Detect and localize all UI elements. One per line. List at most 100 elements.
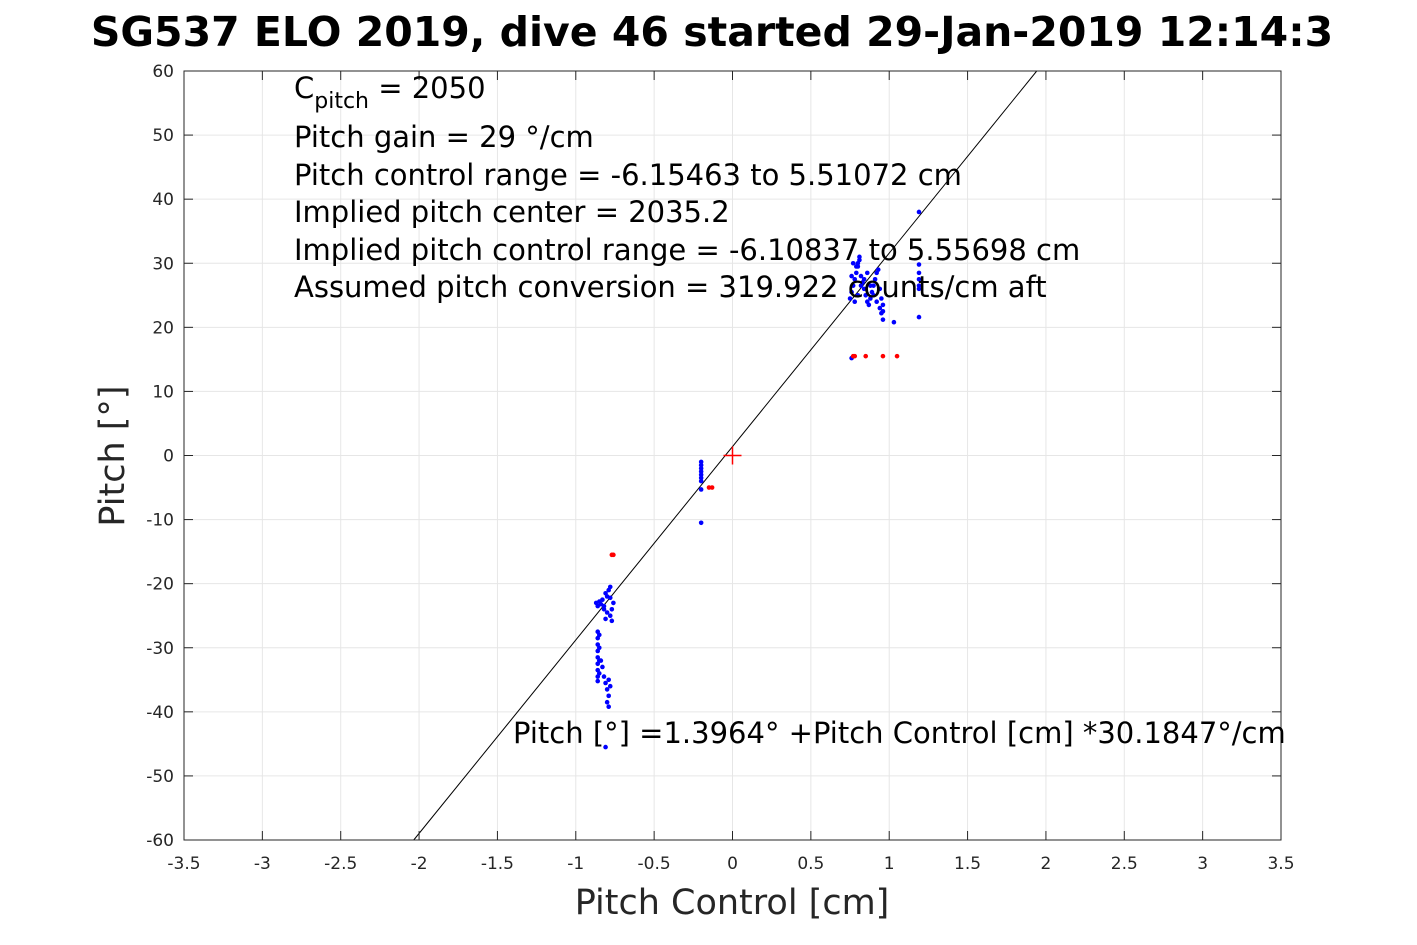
x-tick-label: -0.5	[638, 854, 671, 874]
y-tick-label: -40	[146, 703, 174, 723]
c-pitch-symbol: C	[294, 71, 314, 105]
y-tick-label: 50	[152, 126, 174, 146]
data-point	[596, 632, 602, 638]
data-point	[852, 299, 858, 305]
chart-title: SG537 ELO 2019, dive 46 started 29-Jan-2…	[91, 8, 1333, 56]
data-point	[916, 270, 922, 276]
data-point	[852, 353, 858, 359]
data-point	[880, 302, 886, 308]
data-point	[864, 270, 870, 276]
data-point	[698, 459, 704, 465]
x-tick-label: 2.5	[1111, 854, 1138, 874]
x-tick-label: 2	[1041, 854, 1052, 874]
data-point	[598, 658, 604, 663]
center-marker-group	[723, 446, 742, 465]
data-point	[600, 597, 605, 602]
x-tick-label: 3	[1197, 854, 1208, 874]
data-point	[698, 478, 704, 484]
implied-range-annotation: Implied pitch control range = -6.10837 t…	[294, 233, 1080, 267]
annotation-block: Cpitch = 2050 Pitch gain = 29 °/cm Pitch…	[294, 71, 1080, 304]
data-point	[847, 296, 853, 301]
data-point	[849, 289, 854, 295]
data-point	[916, 314, 922, 320]
data-point	[916, 209, 922, 215]
data-point	[863, 292, 869, 298]
data-point	[858, 273, 864, 279]
data-point	[607, 613, 613, 619]
data-point	[866, 302, 872, 308]
y-tick-labels: -60 -50 -40 -30 -20 -10 0 10 20 30 40 50 60	[146, 62, 174, 851]
data-point	[603, 680, 608, 686]
data-point	[611, 552, 616, 558]
data-point	[606, 704, 611, 710]
x-tick-label: 1	[884, 854, 895, 874]
assumed-conversion-annotation: Assumed pitch conversion = 319.922 count…	[294, 270, 1047, 304]
data-point	[609, 618, 615, 624]
data-point	[607, 683, 613, 689]
x-tick-label: -1.5	[481, 854, 514, 874]
x-tick-label: -1	[567, 854, 584, 874]
data-point	[698, 475, 704, 481]
data-point	[709, 485, 715, 490]
data-point	[868, 296, 873, 301]
data-point	[849, 273, 854, 279]
data-point	[891, 319, 897, 325]
pitch-gain-annotation: Pitch gain = 29 °/cm	[294, 120, 594, 154]
data-point	[857, 254, 862, 260]
data-point	[868, 283, 873, 288]
data-point	[874, 299, 879, 305]
data-point	[607, 584, 613, 590]
data-point	[916, 262, 922, 267]
y-tick-label: -20	[146, 575, 174, 595]
x-tick-label: 3.5	[1267, 854, 1294, 874]
data-point	[861, 276, 867, 282]
data-point	[611, 600, 616, 606]
data-point	[604, 687, 610, 692]
data-point	[850, 260, 856, 266]
red-series	[609, 353, 900, 558]
blue-series	[593, 209, 922, 750]
data-point	[855, 292, 861, 298]
data-point	[603, 744, 608, 750]
x-axis-label: Pitch Control [cm]	[575, 883, 890, 923]
x-tick-label: -3.5	[167, 854, 200, 874]
x-tick-label: 0	[727, 854, 738, 874]
c-pitch-value: = 2050	[369, 71, 486, 105]
axis-ticks	[183, 70, 1282, 841]
data-point	[698, 466, 704, 471]
y-tick-label: 30	[152, 254, 174, 274]
data-point	[596, 671, 602, 676]
x-tick-label: -2.5	[324, 854, 357, 874]
data-point	[854, 270, 859, 276]
data-point	[603, 616, 608, 622]
x-tick-label: -3	[254, 854, 271, 874]
data-point	[596, 645, 602, 651]
data-point	[595, 678, 601, 684]
data-point	[916, 286, 922, 292]
data-point	[601, 607, 607, 612]
y-tick-label: 60	[152, 62, 174, 82]
data-point	[698, 472, 704, 478]
pitch-control-range-annotation: Pitch control range = -6.15463 to 5.5107…	[294, 158, 962, 192]
implied-center-annotation: Implied pitch center = 2035.2	[294, 195, 730, 229]
c-pitch-annotation: Cpitch = 2050	[294, 71, 486, 114]
data-point	[601, 674, 607, 679]
data-point	[877, 286, 883, 292]
x-tick-labels: -3.5 -3 -2.5 -2 -1.5 -1 -0.5 0 0.5 1 1.5 2 2.5 3 3.5	[167, 854, 1294, 874]
y-axis-label: Pitch [°]	[93, 385, 133, 526]
data-point	[606, 693, 611, 699]
y-tick-label: 40	[152, 190, 174, 210]
data-point	[872, 276, 878, 282]
data-point	[877, 305, 883, 311]
data-point	[916, 283, 922, 288]
data-points	[593, 209, 922, 750]
data-point	[852, 276, 858, 282]
y-tick-label: -30	[146, 639, 174, 659]
fit-equation-annotation: Pitch [°] =1.3964° +Pitch Control [cm] *…	[513, 716, 1286, 750]
data-point	[698, 487, 704, 492]
data-point	[875, 267, 881, 272]
c-pitch-subscript: pitch	[314, 89, 369, 114]
y-tick-label: 0	[163, 447, 174, 467]
data-point	[601, 603, 607, 609]
